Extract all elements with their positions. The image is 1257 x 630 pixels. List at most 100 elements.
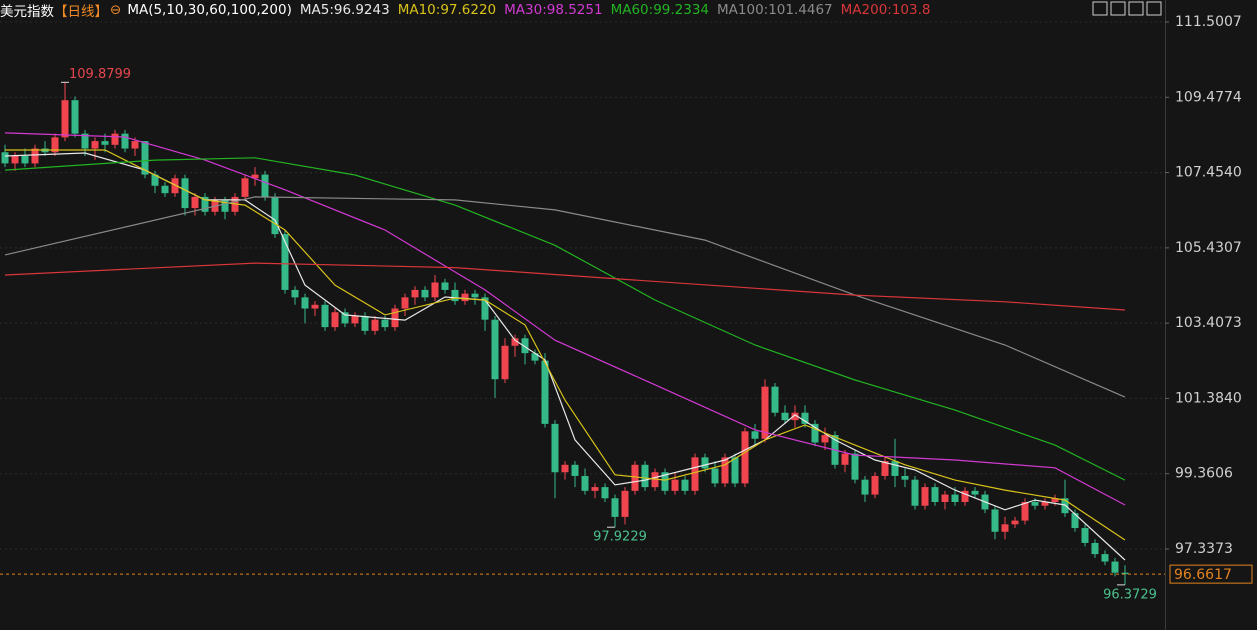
candle-body [481,297,489,320]
legend-entry: MA30:98.5251 [504,2,603,18]
icon[interactable] [1092,1,1108,16]
candle-body [1091,542,1099,555]
candle-body [261,174,269,197]
candle-body [941,494,949,503]
candle-body [221,200,229,212]
candle-body [911,479,919,506]
low-annotation: 96.3729 [1103,587,1157,602]
candle-body [71,100,79,134]
candle-body [91,141,99,149]
candle-body [841,453,849,465]
candle-body [1101,554,1109,562]
legend-entry: MA60:99.2334 [610,2,710,18]
candle-body [161,185,169,194]
candle-body [101,141,109,145]
candle-body [701,457,709,469]
candle-body [581,475,589,491]
candle-body [1051,498,1059,503]
candle-body [451,289,459,302]
candle-body [891,461,899,476]
candle-body [1071,513,1079,529]
candle-body [551,423,559,473]
candle-body [751,431,759,439]
candle-body [1081,528,1089,543]
candle-body [201,196,209,212]
candle-body [1011,520,1019,525]
candle-body [461,293,469,302]
period[interactable]: 【日线】 [54,4,108,20]
header: 美元指数 【日线】 ⊖ MA(5,10,30,60,100,200) MA5:9… [0,0,939,20]
candle-body [431,282,439,298]
legend-entry: MA5:96.9243 [299,2,390,18]
candle-body [521,338,529,354]
candle-body [901,475,909,480]
candle-body [1121,572,1129,575]
toolbar-icons[interactable] [1092,1,1162,16]
candle-body [191,196,199,209]
candle-body [381,319,389,328]
candle-body [801,412,809,424]
candle-body [821,435,829,443]
icon[interactable] [1146,1,1162,16]
low-annotation: 97.9229 [593,530,647,545]
candle-body [531,353,539,361]
candle-body [271,196,279,235]
ma-line [4,157,1126,481]
y-tick-label: 107.4540 [1175,165,1242,181]
candle-body [1031,502,1039,506]
candle-body [791,412,799,421]
candle-body [281,234,289,290]
candle-body [111,133,119,145]
y-tick-label: 101.3840 [1175,390,1242,406]
price-box [1169,564,1253,584]
candle-body [291,289,299,298]
candle-body [951,494,959,503]
candle-body [881,461,889,476]
candle-body [341,312,349,324]
candle-body [541,360,549,424]
candle-body [971,490,979,495]
y-tick-label: 105.4307 [1175,240,1242,256]
ma-line [4,152,1126,561]
candle-body [1111,561,1119,573]
candle-body [511,338,519,346]
candle-body [601,487,609,499]
candle-body [921,487,929,506]
ma-line [4,262,1126,311]
settings-icon[interactable]: ⊖ [110,2,122,18]
candle-body [671,479,679,491]
candle-body [591,487,599,491]
candle-body [631,464,639,491]
candle-body [311,304,319,309]
legend-entry: MA10:97.6220 [397,2,497,18]
candle-body [661,472,669,491]
candle-body [81,133,89,149]
candle-body [851,453,859,480]
candle-body [991,509,999,532]
candle-body [961,490,969,503]
candle-body [781,412,789,421]
candle-body [611,498,619,517]
legend-entry: MA200:103.8 [840,2,931,18]
y-tick-label: 109.4774 [1175,89,1242,105]
icon[interactable] [1128,1,1144,16]
candle-body [151,174,159,186]
candle-body [691,457,699,491]
candle-body [1001,524,1009,532]
candle-body [441,282,449,290]
candle-body [471,293,479,298]
indicator[interactable]: MA(5,10,30,60,100,200) [127,2,292,18]
icon[interactable] [1110,1,1126,16]
y-tick-label: 111.5007 [1175,14,1242,30]
candle-body [241,178,249,197]
ma-line [4,132,1126,506]
candle-body [491,319,499,380]
candle-body [501,345,509,380]
candle-body [411,289,419,298]
candle-body [391,308,399,328]
y-tick-label: 103.4073 [1175,315,1242,331]
candle-body [1041,502,1049,506]
